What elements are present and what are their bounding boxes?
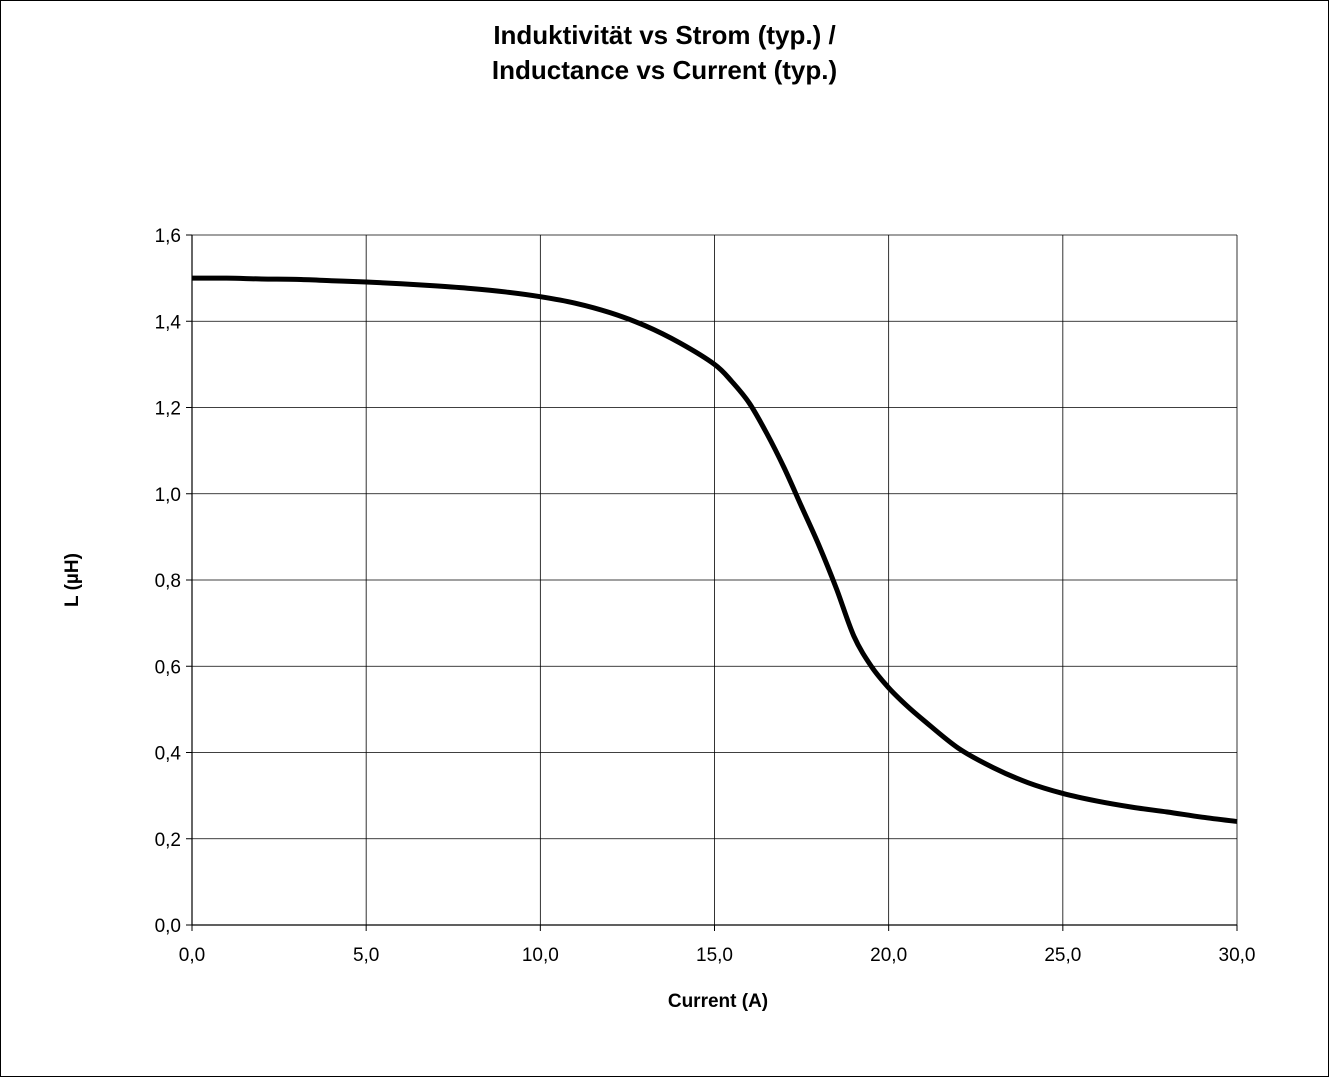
x-axis-label: Current (A) (668, 991, 768, 1012)
chart-title-line-1: Induktivität vs Strom (typ.) / (493, 20, 836, 50)
y-tick-label: 1,2 (155, 399, 181, 420)
y-tick-label: 0,8 (155, 571, 181, 592)
x-tick-label: 25,0 (1044, 945, 1081, 966)
chart-title-line-2: Inductance vs Current (typ.) (491, 55, 838, 85)
inductance-curve (191, 275, 1238, 824)
x-tick-label: 0,0 (179, 945, 205, 966)
y-tick-label: 1,6 (155, 226, 181, 247)
y-tick-label: 0,6 (155, 657, 181, 678)
grid-lines (191, 234, 1238, 926)
y-tick-label: 1,4 (155, 312, 182, 333)
tick-labels: 0,0 5,0 10,0 15,0 20,0 25,0 30,0 0,0 0,2 0,4 0,6 0,… (155, 226, 1256, 966)
series-layer (191, 275, 1238, 824)
x-tick-label: 20,0 (870, 945, 907, 966)
y-tick-label: 0,0 (155, 916, 181, 937)
x-tick-label: 15,0 (696, 945, 733, 966)
axes (186, 234, 1238, 931)
y-tick-label: 0,2 (155, 830, 181, 851)
y-tick-label: 1,0 (155, 485, 181, 506)
x-tick-label: 30,0 (1219, 945, 1256, 966)
y-tick-label: 0,4 (155, 744, 182, 765)
x-tick-label: 10,0 (522, 945, 559, 966)
y-axis-label: L (µH) (62, 553, 83, 607)
x-tick-label: 5,0 (353, 945, 379, 966)
